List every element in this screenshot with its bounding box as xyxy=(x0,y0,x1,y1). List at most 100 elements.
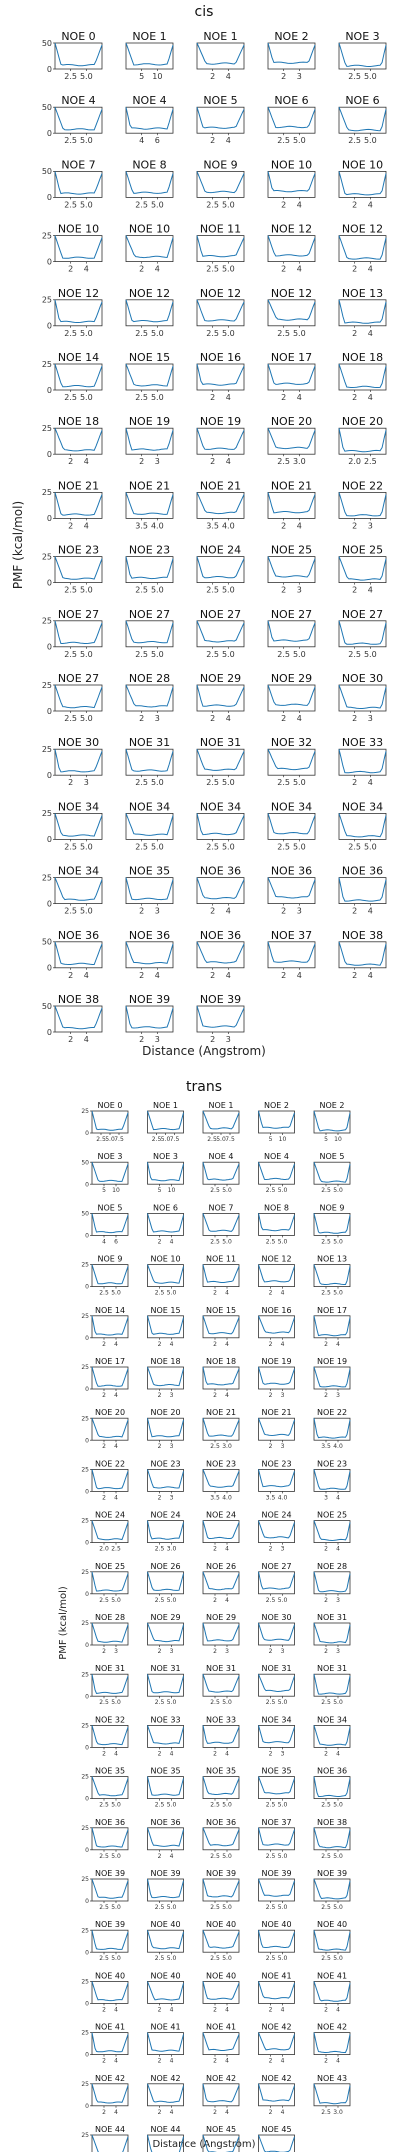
pmf-line xyxy=(125,1005,174,1029)
pmf-line xyxy=(147,1878,184,1899)
x-tick-label: 4 xyxy=(336,1341,340,1348)
panel-title: NOE 23 xyxy=(317,1459,347,1468)
pmf-line xyxy=(147,1520,184,1540)
panel-title: NOE 12 xyxy=(271,223,312,236)
pmf-line xyxy=(147,1264,184,1284)
panel-title: NOE 10 xyxy=(271,158,312,171)
panel: NOE 30 2 3 xyxy=(258,1613,295,1655)
panel-title: NOE 24 xyxy=(150,1511,180,1520)
panel-frame xyxy=(267,427,316,455)
x-tick-label: 2 xyxy=(158,1238,162,1245)
x-tick-label: 2.5 xyxy=(277,329,290,338)
panel: NOE 33 2 4 xyxy=(202,1715,240,1757)
pmf-line xyxy=(125,171,174,194)
panel: NOE 39 2.5 5.0 xyxy=(313,1869,351,1911)
pmf-line xyxy=(54,235,103,259)
panel-frame xyxy=(91,1776,129,1799)
panel-title: NOE 6 xyxy=(345,94,379,107)
x-tick-label: 5.0 xyxy=(333,1290,343,1297)
x-tick-label: 2.5 xyxy=(210,1853,220,1860)
panel: NOE 27 2.5 5.0 xyxy=(258,1562,295,1604)
x-tick-label: 3.0 xyxy=(293,457,306,466)
x-tick-label: 5.0 xyxy=(293,650,306,659)
y-tick-label: 0 xyxy=(47,257,52,266)
x-tick-label: 4 xyxy=(114,2058,118,2065)
panel-title: NOE 37 xyxy=(261,1818,291,1827)
pmf-line xyxy=(91,1162,129,1182)
panel: NOE 22 3.5 4.0 xyxy=(313,1408,351,1450)
pmf-line xyxy=(91,1213,129,1234)
panel-frame xyxy=(202,2083,240,2107)
pmf-line xyxy=(313,1366,351,1388)
cis-y-axis-label: PMF (kcal/mol) xyxy=(11,501,25,589)
pmf-line xyxy=(91,1776,129,1797)
x-tick-label: 5.0 xyxy=(80,136,93,145)
y-tick-label: 0 xyxy=(47,771,52,780)
pmf-line xyxy=(202,1571,240,1591)
panel-title: NOE 39 xyxy=(261,1869,291,1878)
pmf-line xyxy=(54,299,103,323)
x-tick-label: 5.0 xyxy=(222,1853,232,1860)
panel: NOE 19 2 4 xyxy=(196,415,245,466)
panel-frame xyxy=(258,1827,295,1851)
x-tick-label: 2.5 xyxy=(266,1955,276,1962)
panel-frame xyxy=(313,1776,351,1799)
pmf-line xyxy=(338,171,387,196)
x-tick-label: 2 xyxy=(269,1290,273,1297)
panel-frame xyxy=(313,2083,351,2107)
x-tick-label: 2 xyxy=(324,1546,328,1553)
x-tick-label: 5.0 xyxy=(278,1853,288,1860)
x-tick-label: 5.0 xyxy=(278,1597,288,1604)
pmf-line xyxy=(258,1878,295,1897)
panel: NOE 41 2 4 xyxy=(202,2023,240,2065)
pmf-line xyxy=(258,1930,295,1949)
panel-title: NOE 40 xyxy=(150,1971,180,1980)
pmf-line xyxy=(313,1981,351,2002)
panel: NOE 41 2 4 xyxy=(313,1971,351,2013)
pmf-line xyxy=(313,1674,351,1695)
panel-frame xyxy=(202,1673,240,1697)
panel-title: NOE 6 xyxy=(274,94,308,107)
x-tick-label: 4 xyxy=(226,907,231,916)
panel-title: NOE 0 xyxy=(98,1101,123,1110)
panel: NOE 32 2.5 5.0 xyxy=(267,736,316,787)
panel: NOE 41 25 0 2 4 xyxy=(81,2023,129,2065)
panel-frame xyxy=(91,1827,129,1851)
panel-title: NOE 32 xyxy=(271,736,312,749)
x-tick-label: 5.0 xyxy=(151,842,164,851)
panel-title: NOE 29 xyxy=(200,672,241,685)
panel-title: NOE 27 xyxy=(58,608,99,621)
panel-title: NOE 5 xyxy=(98,1203,123,1212)
panel-title: NOE 31 xyxy=(317,1613,347,1622)
pmf-line xyxy=(338,363,387,388)
panel-title: NOE 34 xyxy=(58,800,99,813)
panel-frame xyxy=(54,427,103,455)
x-tick-label: 2 xyxy=(269,2109,273,2116)
panel-title: NOE 0 xyxy=(61,30,95,43)
x-tick-label: 2.5 xyxy=(99,1955,109,1962)
panel-frame xyxy=(54,1005,103,1033)
panel-title: NOE 38 xyxy=(317,1818,347,1827)
x-tick-label: 2 xyxy=(210,136,215,145)
x-tick-label: 4 xyxy=(225,1546,229,1553)
panel-frame xyxy=(267,556,316,583)
panel-frame xyxy=(338,941,387,969)
panel: NOE 24 2 4 xyxy=(202,1511,240,1553)
x-tick-label: 2 xyxy=(281,200,286,209)
x-tick-label: 4 xyxy=(170,1238,174,1245)
pmf-line xyxy=(125,428,174,451)
pmf-line xyxy=(91,2134,129,2152)
panel: NOE 27 2.5 5.0 xyxy=(267,608,316,659)
y-tick-label: 25 xyxy=(42,231,52,240)
y-tick-label: 0 xyxy=(85,1386,89,1393)
y-tick-label: 0 xyxy=(47,386,52,395)
panel: NOE 36 2 4 xyxy=(147,1818,184,1860)
x-tick-label: 4 xyxy=(170,2058,174,2065)
x-tick-label: 5.0 xyxy=(167,1290,177,1297)
pmf-line xyxy=(258,1674,295,1693)
x-tick-label: 3 xyxy=(155,714,160,723)
panel-frame xyxy=(196,877,245,904)
panel-frame xyxy=(54,877,103,904)
panel-title: NOE 36 xyxy=(342,865,383,878)
panel-frame xyxy=(258,1981,295,2004)
